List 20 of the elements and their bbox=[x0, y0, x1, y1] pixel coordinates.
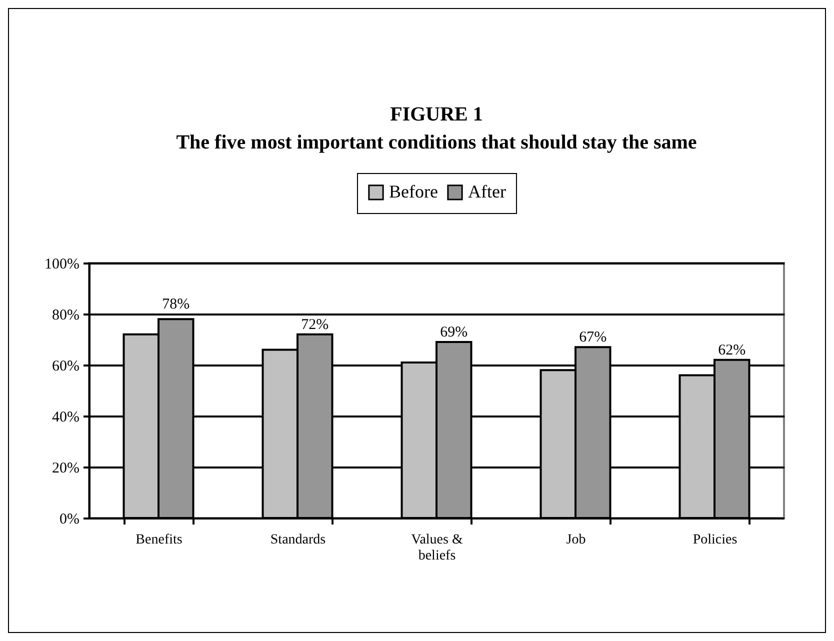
x-tick-label: Standards bbox=[270, 532, 326, 548]
data-label: 62% bbox=[718, 342, 746, 358]
x-tick-label: Benefits bbox=[136, 532, 182, 548]
data-label: 78% bbox=[162, 296, 190, 312]
y-tick-label: 20% bbox=[52, 460, 80, 476]
legend-label: After bbox=[468, 181, 506, 202]
data-label: 67% bbox=[579, 330, 607, 346]
y-tick-label: 100% bbox=[44, 256, 80, 272]
y-tick-label: 0% bbox=[60, 512, 80, 528]
data-label: 72% bbox=[301, 316, 329, 333]
y-tick-label: 80% bbox=[52, 308, 80, 324]
chart-subtitle: The five most important conditions that should stay the same bbox=[176, 132, 697, 154]
y-tick-label: 60% bbox=[52, 358, 80, 374]
x-tick-label: Values & beliefs bbox=[411, 532, 463, 564]
data-label: 69% bbox=[440, 324, 468, 340]
legend-label: Before bbox=[389, 181, 438, 202]
x-tick-label: Job bbox=[566, 532, 586, 548]
y-tick-label: 40% bbox=[52, 410, 80, 426]
chart-title: FIGURE 1 bbox=[390, 104, 483, 126]
x-tick-label: Policies bbox=[692, 532, 738, 548]
